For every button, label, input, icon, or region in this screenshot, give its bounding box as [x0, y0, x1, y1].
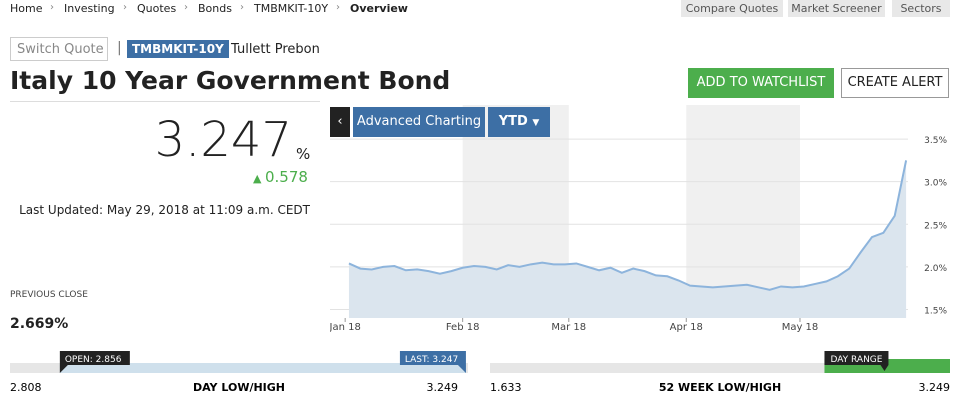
x-tick-label: Jan 18	[330, 322, 361, 333]
price-unit: %	[296, 145, 311, 163]
add-watchlist-button[interactable]: ADD TO WATCHLIST	[688, 68, 834, 98]
dropdown-arrow: ▼	[532, 118, 540, 128]
divider	[10, 101, 320, 102]
breadcrumb-item[interactable]: TMBMKIT-10Y	[254, 2, 329, 15]
week52-low: 1.633	[490, 381, 522, 394]
day-high: 3.249	[427, 381, 459, 394]
day-range-marker	[824, 351, 889, 365]
back-button[interactable]: ‹	[330, 107, 350, 137]
day-range-pointer	[880, 365, 889, 371]
previous-close-label: PREVIOUS CLOSE	[10, 290, 88, 300]
range-track	[490, 363, 950, 373]
last-label: LAST: 3.247	[405, 355, 458, 365]
last-pointer	[457, 365, 466, 373]
change-value: 0.578	[264, 168, 308, 186]
y-tick-label: 2.0%	[924, 264, 947, 274]
month-band	[686, 105, 800, 318]
breadcrumb-separator: ›	[123, 2, 127, 13]
price: 3.247	[154, 112, 292, 168]
ticker: TMBMKIT-10Y	[127, 40, 229, 58]
open-marker	[59, 351, 130, 365]
chart: 1.5% 2.0% 2.5% 3.0% 3.5% Jan 18 Feb 18 Mar 18 Ap…	[330, 105, 947, 333]
y-tick-label: 3.5%	[924, 136, 947, 146]
week52-high: 3.249	[919, 381, 951, 394]
week52-label: 52 WEEK LOW/HIGH	[659, 381, 781, 394]
open-pointer	[59, 365, 68, 373]
up-arrow: ▲	[253, 172, 265, 185]
create-alert-button[interactable]: CREATE ALERT	[841, 68, 949, 98]
last-updated: Last Updated: May 29, 2018 at 11:09 a.m.…	[19, 203, 310, 217]
breadcrumb-item[interactable]: Overview	[350, 2, 408, 15]
open-label: OPEN: 2.856	[65, 355, 122, 365]
switch-quote-input[interactable]: Switch Quote	[10, 37, 108, 61]
breadcrumb-separator: ›	[50, 2, 54, 13]
y-tick-label: 3.0%	[924, 179, 947, 189]
area	[348, 160, 907, 318]
top-button[interactable]: Compare Quotes	[681, 0, 783, 17]
advanced-charting-button[interactable]: Advanced Charting	[353, 107, 485, 137]
breadcrumb-separator: ›	[184, 2, 188, 13]
divider: |	[117, 40, 122, 56]
title: Italy 10 Year Government Bond	[10, 66, 451, 95]
top-button[interactable]: Sectors	[892, 0, 950, 17]
change: ▲ 0.578	[253, 168, 308, 186]
day-low: 2.808	[10, 381, 42, 394]
breadcrumb-separator: ›	[336, 2, 340, 13]
y-tick-label: 2.5%	[924, 221, 947, 231]
source: Tullett Prebon	[231, 42, 320, 57]
breadcrumb-separator: ›	[240, 2, 244, 13]
range-button[interactable]: YTD ▼	[488, 107, 550, 137]
day-range-marker-label: DAY RANGE	[830, 355, 882, 365]
x-tick-label: Apr 18	[670, 322, 703, 333]
day-range-label: DAY LOW/HIGH	[193, 381, 285, 394]
x-tick-label: Mar 18	[551, 322, 586, 333]
x-tick-label: Feb 18	[446, 322, 480, 333]
breadcrumb-item[interactable]: Home	[10, 2, 43, 15]
ranges: OPEN: 2.856 LAST: 3.247 2.808 DAY LOW/HIGH 3…	[10, 351, 951, 394]
previous-close-value: 2.669%	[10, 316, 69, 332]
line	[348, 160, 908, 291]
range-fill	[59, 363, 466, 373]
range-label: YTD	[498, 114, 528, 129]
last-marker	[399, 351, 466, 365]
breadcrumb-item[interactable]: Bonds	[198, 2, 232, 15]
y-tick-label: 1.5%	[924, 306, 947, 316]
breadcrumb-item[interactable]: Quotes	[137, 2, 177, 15]
x-tick-label: May 18	[782, 322, 819, 333]
top-button[interactable]: Market Screener	[788, 0, 885, 17]
breadcrumb-item[interactable]: Investing	[64, 2, 115, 15]
